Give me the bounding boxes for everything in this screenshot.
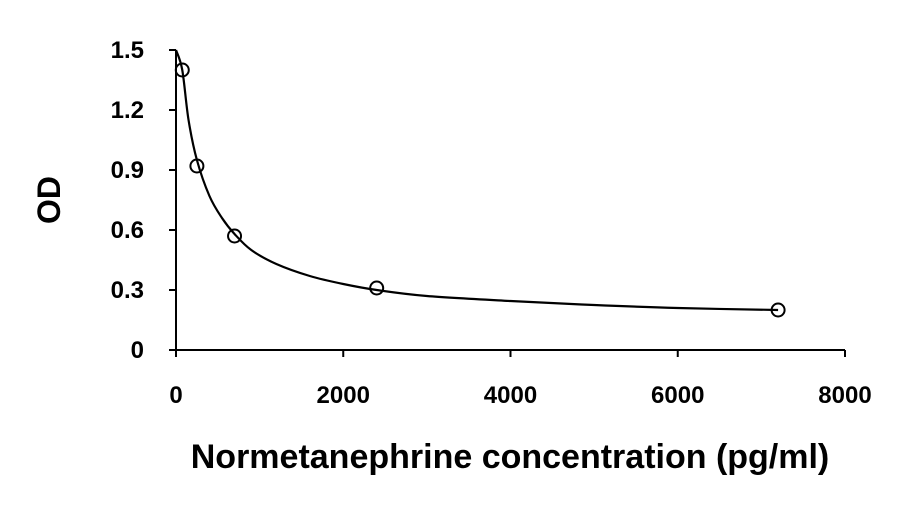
- data-point: [189, 158, 205, 174]
- x-axis-title: Normetanephrine concentration (pg/ml): [191, 438, 830, 476]
- y-tick-label: 0: [131, 337, 144, 364]
- x-tick-label: 6000: [651, 382, 704, 409]
- y-tick-label: 0.9: [111, 157, 144, 184]
- y-tick-label: 1.5: [111, 37, 144, 64]
- x-ticks: 0 2000 4000 6000 8000: [169, 350, 872, 409]
- data-points: [174, 62, 786, 318]
- y-ticks: 0 0.3 0.6 0.9 1.2 1.5: [111, 37, 176, 364]
- axes: [175, 50, 845, 351]
- x-tick-label: 0: [169, 382, 182, 409]
- y-tick-label: 1.2: [111, 97, 144, 124]
- data-point: [369, 280, 385, 296]
- y-axis-title: OD: [31, 176, 67, 224]
- fit-curve: [174, 49, 779, 312]
- data-point: [770, 302, 786, 318]
- data-point: [227, 228, 243, 244]
- x-tick-label: 2000: [317, 382, 370, 409]
- data-point: [174, 62, 190, 78]
- x-tick-label: 4000: [484, 382, 537, 409]
- y-tick-label: 0.6: [111, 217, 144, 244]
- x-tick-label: 8000: [818, 382, 871, 409]
- y-tick-label: 0.3: [111, 277, 144, 304]
